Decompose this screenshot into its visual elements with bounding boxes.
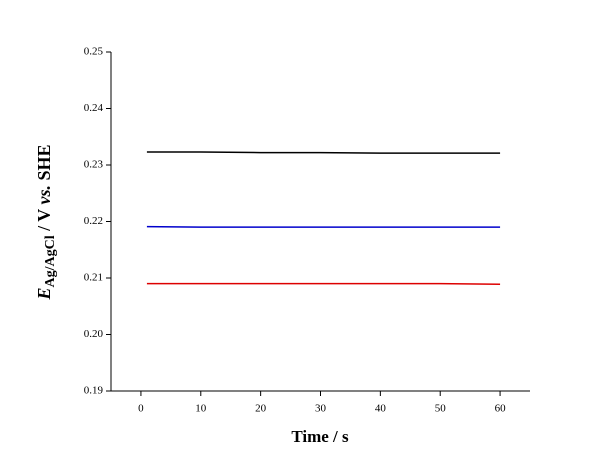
- y-label-symbol: E: [34, 288, 54, 301]
- y-tick-label: 0.20: [84, 328, 104, 340]
- y-tick-label: 0.23: [84, 159, 104, 171]
- data-line: [146, 282, 501, 285]
- x-tick-label: 30: [315, 403, 327, 415]
- y-tick-label: 0.24: [84, 102, 104, 114]
- data-line: [146, 151, 501, 154]
- y-label-unit: / V: [34, 205, 54, 236]
- y-label-subscript: Ag/AgCl: [43, 235, 58, 287]
- x-tick-label: 40: [375, 403, 387, 415]
- x-tick-label: 60: [495, 403, 507, 415]
- x-axis-label: Time / s: [291, 427, 349, 446]
- y-tick-label: 0.21: [84, 272, 103, 284]
- data-line: [146, 225, 501, 228]
- x-tick-label: 10: [195, 403, 207, 415]
- x-tick-label: 0: [138, 403, 144, 415]
- y-tick-label: 0.19: [84, 385, 104, 397]
- y-label-ref: SHE: [34, 144, 54, 185]
- y-tick-label: 0.22: [84, 215, 103, 227]
- y-axis-label: EAg/AgCl / V vs. SHE: [34, 144, 58, 300]
- x-tick-label: 20: [255, 403, 267, 415]
- y-tick-label: 0.25: [84, 46, 104, 58]
- y-label-vs: vs.: [34, 185, 54, 205]
- x-tick-label: 50: [435, 403, 447, 415]
